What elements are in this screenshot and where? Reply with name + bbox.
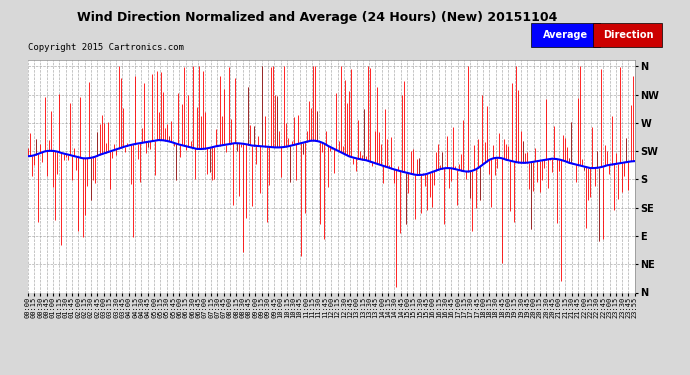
Text: Direction: Direction [602,30,653,40]
Text: Average: Average [543,30,589,40]
Text: Copyright 2015 Cartronics.com: Copyright 2015 Cartronics.com [28,43,184,52]
Text: Wind Direction Normalized and Average (24 Hours) (New) 20151104: Wind Direction Normalized and Average (2… [77,11,558,24]
